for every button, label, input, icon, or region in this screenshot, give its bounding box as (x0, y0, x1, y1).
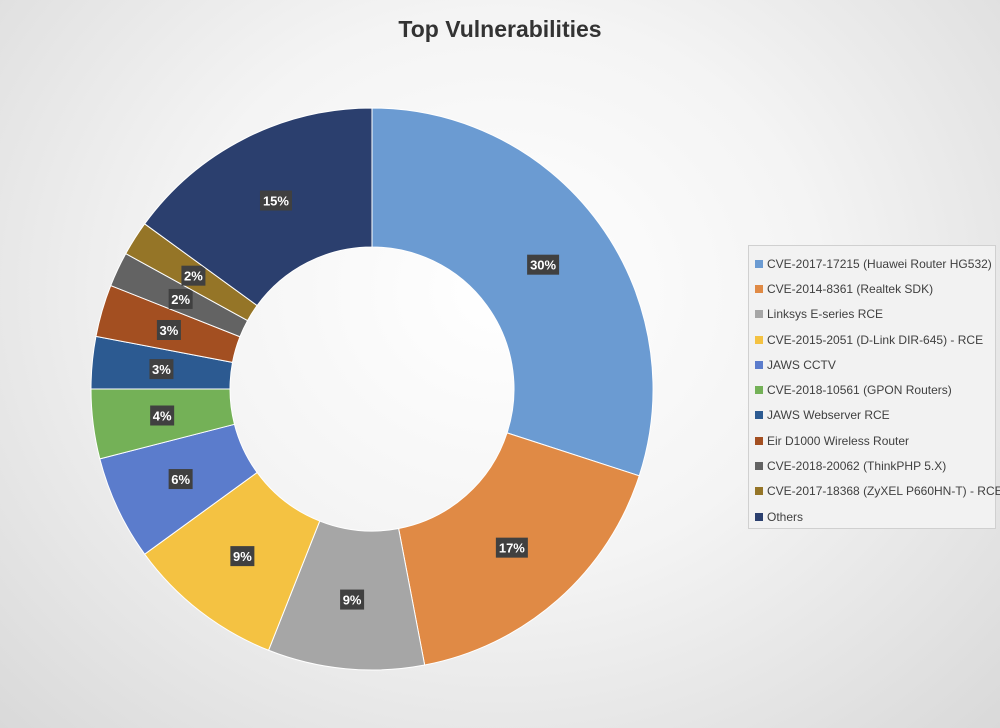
slice-data-label: 2% (181, 265, 206, 286)
legend-label: CVE-2018-20062 (ThinkPHP 5.X) (767, 459, 947, 474)
legend-swatch (755, 436, 763, 445)
legend-item: CVE-2018-10561 (GPON Routers) (755, 377, 995, 402)
slice-label-box (259, 190, 292, 211)
donut-slice (143, 107, 373, 307)
legend-swatch (755, 360, 763, 369)
slice-data-label: 30% (527, 254, 560, 275)
slice-label-text: 2% (171, 292, 190, 307)
legend-swatch (755, 462, 763, 471)
legend-item: Linksys E-series RCE (755, 302, 995, 327)
legend-item: CVE-2017-18368 (ZyXEL P660HN-T) - RCE (755, 479, 1000, 504)
legend-item: Eir D1000 Wireless Router (755, 428, 995, 453)
slice-data-label: 9% (230, 546, 255, 567)
legend-label: CVE-2014-8361 (Realtek SDK) (767, 281, 934, 296)
slice-label-box (181, 265, 206, 286)
slice-label-box (149, 359, 174, 380)
slice-label-box (495, 537, 528, 558)
legend-item: CVE-2018-20062 (ThinkPHP 5.X) (755, 453, 995, 478)
slice-label-box (527, 254, 560, 275)
legend-label: JAWS CCTV (767, 357, 836, 372)
slice-label-text: 15% (263, 194, 289, 209)
legend-label: Eir D1000 Wireless Router (767, 433, 910, 448)
slice-label-text: 3% (152, 362, 171, 377)
slice-label-text: 9% (233, 549, 252, 564)
slice-data-label: 6% (168, 469, 193, 490)
legend-item: Others (755, 504, 995, 529)
legend-label: CVE-2015-2051 (D-Link DIR-645) - RCE (767, 332, 984, 347)
donut-slice (371, 107, 654, 477)
legend-label: CVE-2017-18368 (ZyXEL P660HN-T) - RCE (767, 484, 1000, 499)
legend-label: Linksys E-series RCE (767, 307, 884, 322)
legend-label: CVE-2018-10561 (GPON Routers) (767, 383, 952, 398)
slice-label-text: 30% (530, 258, 556, 273)
legend-label: CVE-2017-17215 (Huawei Router HG532) (767, 256, 992, 271)
legend-item: CVE-2015-2051 (D-Link DIR-645) - RCE (755, 327, 995, 352)
slice-label-box (156, 319, 181, 340)
legend-label: Others (767, 509, 804, 524)
slice-data-label: 15% (259, 190, 292, 211)
legend-swatch (755, 310, 763, 319)
slice-label-text: 2% (184, 269, 203, 284)
legend-swatch (755, 512, 763, 521)
legend-swatch (755, 487, 763, 496)
legend-swatch (755, 411, 763, 420)
legend-swatch (755, 386, 763, 395)
slice-label-box (168, 288, 193, 309)
slice-data-label: 17% (495, 537, 528, 558)
chart-legend: CVE-2017-17215 (Huawei Router HG532) CVE-… (748, 245, 1000, 529)
slice-data-label: 9% (340, 589, 365, 610)
legend-item: JAWS Webserver RCE (755, 403, 995, 428)
legend-item: CVE-2017-17215 (Huawei Router HG532) (755, 251, 995, 276)
slice-label-text: 6% (171, 472, 190, 487)
slice-data-label: 3% (156, 319, 181, 340)
slice-label-box (230, 546, 255, 567)
legend-label: JAWS Webserver RCE (767, 408, 890, 423)
slice-label-box (168, 469, 193, 490)
slice-label-text: 17% (499, 541, 525, 556)
slice-data-label: 2% (168, 288, 193, 309)
slice-label-text: 3% (159, 323, 178, 338)
legend-item: JAWS CCTV (755, 352, 995, 377)
slice-label-box (150, 405, 175, 426)
slice-data-label: 3% (149, 359, 174, 380)
slice-label-text: 4% (153, 409, 172, 424)
legend-item: CVE-2014-8361 (Realtek SDK) (755, 276, 995, 301)
legend-swatch (755, 259, 763, 268)
legend-swatch (755, 335, 763, 344)
slice-label-text: 9% (343, 593, 362, 608)
chart-title: Top Vulnerabilities (398, 16, 602, 42)
legend-swatch (755, 284, 763, 293)
slice-data-label: 4% (150, 405, 175, 426)
slice-label-box (340, 589, 365, 610)
